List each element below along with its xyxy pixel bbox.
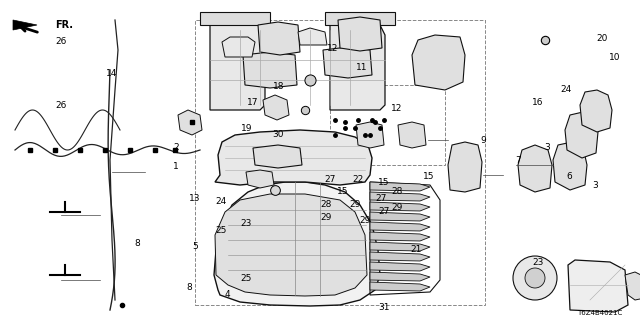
Polygon shape [518, 145, 552, 192]
Text: 25: 25 [215, 226, 227, 235]
Text: 3: 3 [545, 143, 550, 152]
Text: 16: 16 [532, 98, 543, 107]
Polygon shape [222, 37, 255, 57]
Polygon shape [370, 242, 430, 251]
Polygon shape [370, 262, 430, 271]
Polygon shape [565, 112, 598, 158]
Polygon shape [243, 52, 297, 88]
Text: 18: 18 [273, 82, 284, 91]
Text: 19: 19 [241, 124, 252, 132]
Text: 28: 28 [391, 188, 403, 196]
Text: 12: 12 [327, 44, 339, 52]
Text: 29: 29 [359, 216, 371, 225]
Polygon shape [214, 182, 380, 306]
Text: 2: 2 [173, 143, 179, 152]
Text: 27: 27 [375, 194, 387, 203]
Text: 1: 1 [173, 162, 179, 171]
Text: 24: 24 [215, 197, 227, 206]
Polygon shape [370, 252, 430, 261]
Polygon shape [298, 28, 327, 45]
Text: 29: 29 [349, 200, 361, 209]
Text: 3: 3 [593, 181, 598, 190]
Polygon shape [200, 12, 270, 25]
Polygon shape [370, 222, 430, 231]
Polygon shape [215, 130, 372, 185]
Text: 15: 15 [337, 188, 348, 196]
Circle shape [525, 268, 545, 288]
Text: FR.: FR. [55, 20, 73, 30]
Polygon shape [580, 90, 612, 132]
Text: 17: 17 [247, 98, 259, 107]
Text: 11: 11 [356, 63, 367, 72]
Polygon shape [370, 182, 430, 191]
Polygon shape [398, 122, 426, 148]
Polygon shape [370, 212, 430, 221]
Text: 6: 6 [567, 172, 572, 180]
Polygon shape [253, 145, 302, 168]
Text: 30: 30 [273, 130, 284, 139]
Text: 22: 22 [353, 175, 364, 184]
Polygon shape [370, 282, 430, 291]
Polygon shape [448, 142, 482, 192]
Polygon shape [246, 170, 274, 188]
Polygon shape [325, 12, 395, 25]
Text: 24: 24 [561, 85, 572, 94]
Polygon shape [178, 110, 202, 135]
Text: 27: 27 [324, 175, 335, 184]
Polygon shape [625, 272, 640, 300]
Text: 13: 13 [189, 194, 201, 203]
Text: 27: 27 [378, 207, 390, 216]
Text: 20: 20 [596, 34, 607, 43]
Polygon shape [370, 272, 430, 281]
Polygon shape [370, 192, 430, 201]
Polygon shape [553, 142, 587, 190]
Polygon shape [210, 25, 265, 110]
Polygon shape [330, 25, 385, 110]
Text: 9: 9 [481, 136, 486, 145]
Text: 5: 5 [193, 242, 198, 251]
Polygon shape [215, 194, 367, 296]
Text: 12: 12 [391, 104, 403, 113]
Text: 15: 15 [423, 172, 435, 180]
Polygon shape [13, 20, 37, 30]
Text: T6Z4B4021C: T6Z4B4021C [577, 310, 622, 316]
Text: 26: 26 [55, 37, 67, 46]
Text: 31: 31 [378, 303, 390, 312]
Polygon shape [356, 122, 384, 148]
Text: 15: 15 [378, 178, 390, 187]
Polygon shape [568, 260, 628, 312]
Text: 8: 8 [135, 239, 140, 248]
Text: 28: 28 [321, 200, 332, 209]
Polygon shape [370, 202, 430, 211]
Polygon shape [338, 17, 382, 51]
Text: 14: 14 [106, 69, 118, 78]
Circle shape [513, 256, 557, 300]
Text: 7: 7 [516, 156, 521, 164]
Polygon shape [370, 232, 430, 241]
Text: 21: 21 [410, 245, 422, 254]
Text: 26: 26 [55, 101, 67, 110]
Polygon shape [323, 47, 372, 78]
Text: 4: 4 [225, 290, 230, 299]
Polygon shape [263, 95, 289, 120]
Text: 23: 23 [241, 220, 252, 228]
Polygon shape [412, 35, 465, 90]
Text: 8: 8 [186, 284, 191, 292]
Text: 25: 25 [241, 274, 252, 283]
Text: 29: 29 [321, 213, 332, 222]
Polygon shape [258, 22, 300, 55]
Text: 29: 29 [391, 204, 403, 212]
Text: 23: 23 [532, 258, 543, 267]
Text: 10: 10 [609, 53, 620, 62]
